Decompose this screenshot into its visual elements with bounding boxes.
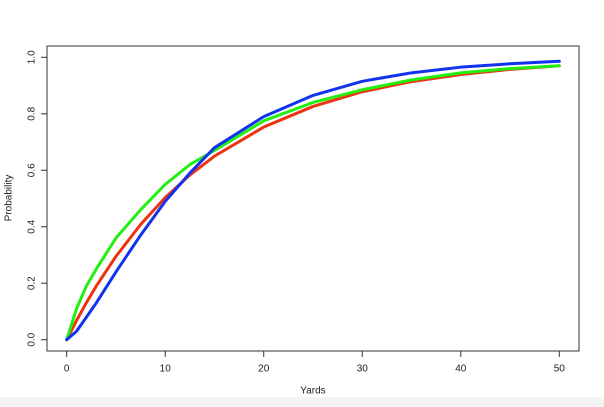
x-axis-label: Yards	[300, 386, 325, 397]
y-tick-label: 0.4	[27, 219, 38, 233]
x-tick-label: 10	[160, 364, 172, 375]
y-tick-label: 1.0	[27, 50, 38, 64]
bottom-strip	[0, 397, 604, 407]
y-tick-label: 0.0	[27, 332, 38, 346]
x-tick-label: 30	[357, 364, 369, 375]
x-tick-label: 40	[455, 364, 467, 375]
data-line	[65, 64, 561, 342]
y-tick-label: 0.8	[27, 106, 38, 120]
y-axis-label: Probability	[4, 175, 15, 222]
data-line	[65, 64, 561, 342]
data-line	[65, 59, 561, 342]
x-tick-label: 20	[258, 364, 270, 375]
x-tick-label: 0	[64, 364, 70, 375]
y-tick-label: 0.6	[27, 163, 38, 177]
y-tick-label: 0.2	[27, 276, 38, 290]
x-tick-label: 50	[554, 364, 566, 375]
